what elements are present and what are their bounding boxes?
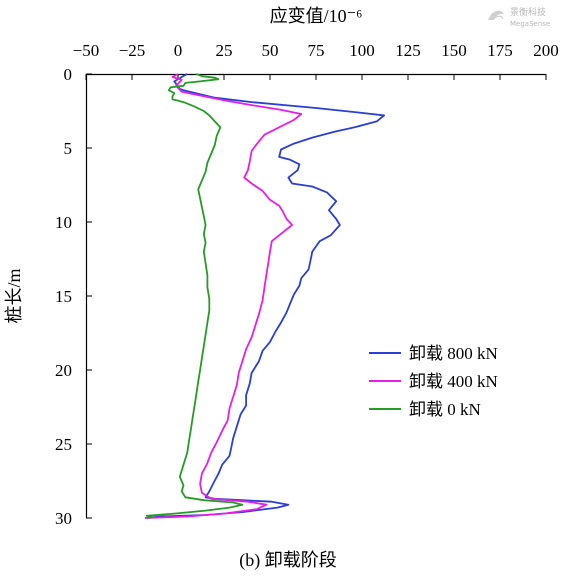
y-tick-label: 15 [55, 287, 72, 306]
series-line-3 [145, 73, 244, 519]
y-tick-label: 10 [55, 213, 72, 232]
legend-label-3: 卸载 0 kN [409, 400, 481, 419]
x-tick-label: −50 [73, 41, 100, 60]
watermark-line2: MegaSense [510, 20, 550, 28]
y-tick-label: 25 [55, 435, 72, 454]
figure-caption: (b) 卸载阶段 [239, 550, 337, 571]
x-tick-label: 150 [441, 41, 467, 60]
series-line-1 [146, 73, 385, 519]
legend-label-1: 卸载 800 kN [409, 344, 498, 363]
watermark-line1: 景衡科技 [510, 6, 546, 18]
axes [85, 73, 546, 518]
y-ticks: 0 5 10 15 20 25 30 [55, 65, 92, 528]
x-tick-label: 75 [308, 41, 325, 60]
x-tick-label: 175 [487, 41, 513, 60]
x-tick-label: 0 [174, 41, 183, 60]
x-ticks: −50 −25 0 25 50 75 100 125 150 175 200 [73, 41, 559, 80]
y-axis-title: 桩长/m [4, 268, 24, 323]
series-line-2 [144, 73, 303, 519]
y-tick-label: 5 [64, 139, 73, 158]
x-tick-label: 125 [395, 41, 421, 60]
x-tick-label: 200 [533, 41, 559, 60]
x-tick-label: 25 [216, 41, 233, 60]
y-tick-label: 0 [64, 65, 73, 84]
legend-label-2: 卸载 400 kN [409, 372, 498, 391]
watermark: 景衡科技 MegaSense [488, 6, 550, 28]
legend: 卸载 800 kN 卸载 400 kN 卸载 0 kN [369, 344, 498, 419]
x-tick-label: −25 [119, 41, 146, 60]
x-tick-label: 50 [262, 41, 279, 60]
watermark-logo-icon [488, 10, 504, 20]
x-tick-label: 100 [349, 41, 375, 60]
x-axis-title: 应变值/10⁻⁶ [270, 6, 363, 26]
y-tick-label: 20 [55, 361, 72, 380]
y-tick-label: 30 [55, 509, 72, 528]
series-layer [144, 73, 385, 519]
